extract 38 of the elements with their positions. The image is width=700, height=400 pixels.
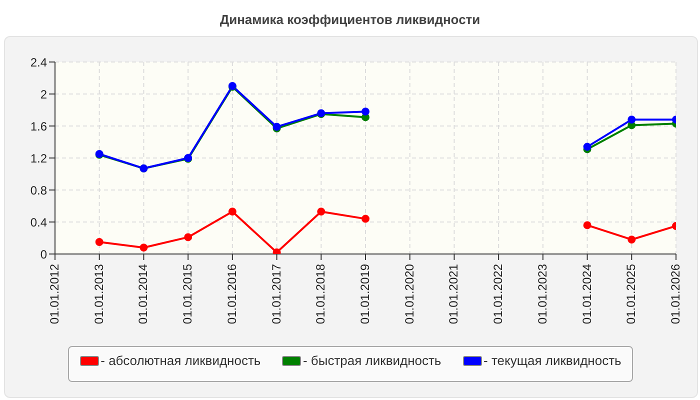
point [140, 244, 148, 252]
x-tick-label: 01.01.2014 [136, 264, 150, 324]
x-tick-label: 01.01.2026 [668, 264, 683, 324]
y-tick-label: 2.4 [30, 55, 48, 70]
x-tick-label: 01.01.2020 [402, 264, 416, 324]
point [583, 221, 592, 230]
legend-label: - текущая ликвидность [482, 353, 622, 368]
x-tick-label: 01.01.2022 [491, 264, 506, 324]
legend-label: - быстрая ликвидность [302, 353, 442, 368]
chart-title: Динамика коэффициентов ликвидности [218, 12, 482, 27]
point [628, 236, 636, 244]
x-tick-label: 01.01.2024 [580, 264, 594, 324]
x-tick-label: 01.01.2012 [48, 264, 62, 324]
point [228, 208, 236, 216]
point [184, 233, 192, 242]
x-tick-label: 01.01.2017 [269, 264, 284, 324]
y-tick-label: 1.6 [30, 119, 48, 134]
point [317, 208, 326, 216]
point [583, 142, 592, 151]
x-tick-label: 01.01.2021 [446, 264, 461, 324]
x-tick-label: 01.01.2016 [224, 264, 239, 324]
x-tick-label: 01.01.2013 [92, 264, 106, 324]
point [628, 116, 636, 124]
x-tick-label: 01.01.2025 [624, 264, 638, 324]
y-tick-label: 0.8 [30, 183, 48, 198]
point [362, 214, 370, 223]
point [362, 108, 370, 116]
y-tick-label: 0.4 [30, 215, 48, 230]
point [272, 248, 281, 254]
y-tick-label: 0 [40, 247, 48, 262]
x-tick-label: 01.01.2015 [180, 264, 195, 324]
point [95, 238, 104, 246]
legend-label: - абсолютная ликвидность [100, 353, 261, 368]
y-tick-label: 2 [40, 87, 48, 102]
x-tick-label: 01.01.2019 [358, 264, 372, 324]
x-tick-label: 01.01.2018 [314, 264, 328, 324]
x-tick-label: 01.01.2023 [535, 264, 550, 324]
y-tick-label: 1.2 [30, 151, 48, 166]
